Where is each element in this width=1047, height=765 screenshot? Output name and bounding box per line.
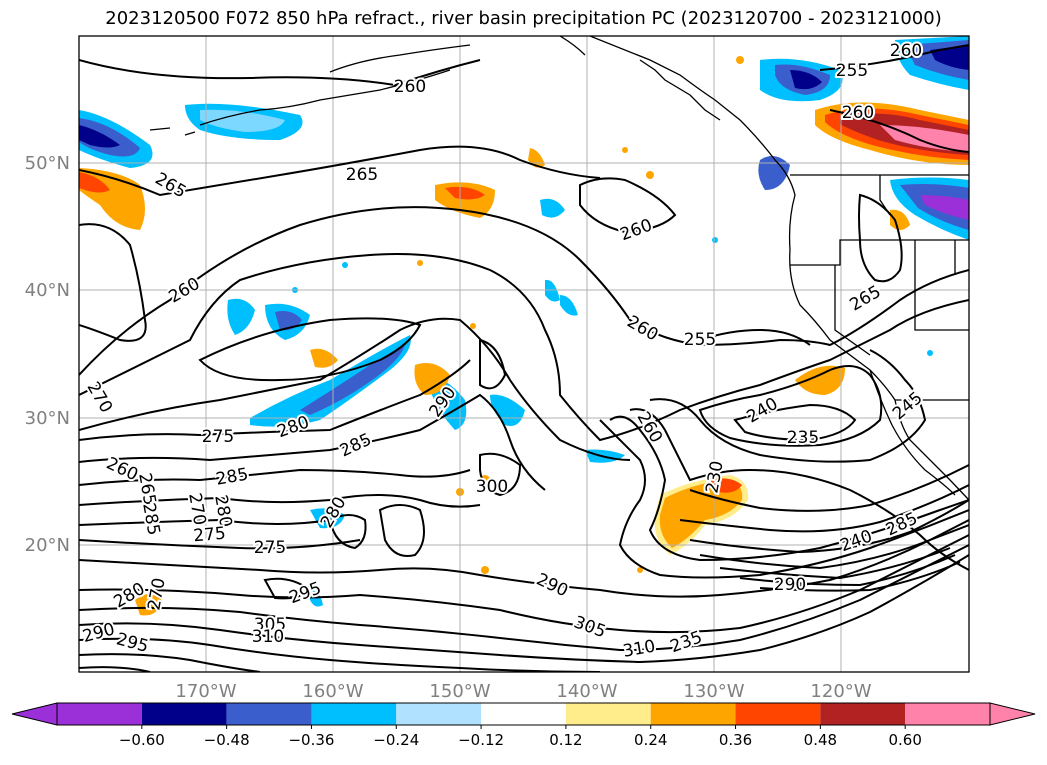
longitude-tick-label: 150°W xyxy=(429,681,490,702)
colorbar-segment xyxy=(141,703,227,725)
longitude-tick-label: 170°W xyxy=(175,681,236,702)
contour-label: 255 xyxy=(684,330,716,350)
colorbar-segment xyxy=(57,703,142,725)
map-frame xyxy=(78,35,970,673)
colorbar-tick-label: −0.36 xyxy=(288,731,334,749)
latitude-tick-label: 50°N xyxy=(25,153,70,174)
longitude-tick-label: 140°W xyxy=(556,681,617,702)
latitude-labels: 50°N 40°N 30°N 20°N xyxy=(25,153,70,556)
contour-label: 290 xyxy=(774,575,806,595)
colorbar-tick-label: 0.60 xyxy=(888,731,921,749)
contour-label: 260 xyxy=(394,77,426,97)
longitude-tick-label: 120°W xyxy=(810,681,871,702)
colorbar: −0.60 −0.48 −0.36 −0.24 −0.12 0.12 0.24 0.36 0.4… xyxy=(11,702,1036,749)
latitude-tick-label: 30°N xyxy=(25,408,70,429)
longitude-tick-label: 160°W xyxy=(302,681,363,702)
refractivity-contours xyxy=(79,44,969,672)
colorbar-tick-label: 0.24 xyxy=(634,731,667,749)
longitude-labels: 170°W 160°W 150°W 140°W 130°W 120°W xyxy=(175,681,871,702)
longitude-tick-label: 130°W xyxy=(683,681,744,702)
colorbar-segment xyxy=(396,703,482,725)
contour-label: 300 xyxy=(476,477,508,497)
colorbar-outline xyxy=(56,702,991,726)
colorbar-tick-label: −0.48 xyxy=(204,731,250,749)
contour-label: 265 xyxy=(346,165,378,185)
latitude-tick-label: 20°N xyxy=(25,535,70,556)
colorbar-segment xyxy=(735,703,821,725)
map-title: 2023120500 F072 850 hPa refract., river … xyxy=(105,8,942,29)
colorbar-segment xyxy=(226,703,312,725)
contour-label: 305 xyxy=(254,615,286,635)
grid-lines xyxy=(79,36,969,672)
colorbar-extend-min xyxy=(11,702,58,726)
colorbar-segment xyxy=(820,703,906,725)
contour-label: 235 xyxy=(787,428,819,448)
coastlines xyxy=(149,36,969,501)
colorbar-extend-max xyxy=(989,702,1036,726)
colorbar-segment xyxy=(481,703,566,725)
colorbar-tick-label: −0.24 xyxy=(373,731,419,749)
map-area xyxy=(79,36,969,672)
colorbar-segment xyxy=(905,703,990,725)
colorbar-segment xyxy=(650,703,736,725)
contour-label: 275 xyxy=(202,427,234,447)
colorbar-tick-label: 0.36 xyxy=(719,731,752,749)
contour-label: 275 xyxy=(254,538,286,558)
contour-label: 260 xyxy=(842,103,874,123)
contour-label: 310 xyxy=(252,627,284,647)
colorbar-tick-label: 0.12 xyxy=(549,731,582,749)
colorbar-tick-label: 0.48 xyxy=(804,731,837,749)
contour-label: 255 xyxy=(836,61,868,81)
contour-label: 275 xyxy=(193,524,227,547)
contour-label: 260 xyxy=(890,41,922,61)
precip-shading xyxy=(79,36,969,616)
colorbar-segment xyxy=(311,703,397,725)
colorbar-tick-label: −0.60 xyxy=(119,731,165,749)
colorbar-segment xyxy=(565,703,651,725)
latitude-tick-label: 40°N xyxy=(25,280,70,301)
colorbar-tick-label: −0.12 xyxy=(458,731,504,749)
